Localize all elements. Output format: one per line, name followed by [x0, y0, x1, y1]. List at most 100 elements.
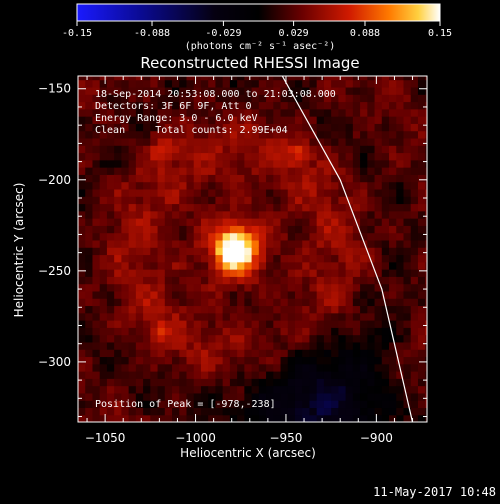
heatmap-cell [323, 400, 332, 409]
heatmap-cell [381, 276, 390, 285]
heatmap-cell [193, 116, 202, 124]
heatmap-cell [172, 392, 180, 401]
heatmap-cell [266, 341, 274, 350]
heatmap-cell [331, 414, 339, 422]
heatmap-cell [323, 414, 332, 422]
heatmap-cell [367, 210, 376, 219]
heatmap-cell [381, 76, 390, 81]
heatmap-cell [251, 167, 260, 175]
heatmap-cell [367, 196, 376, 205]
heatmap-cell [85, 130, 94, 139]
heatmap-cell [389, 188, 397, 197]
heatmap-cell [410, 232, 419, 241]
heatmap-cell [403, 341, 412, 350]
heatmap-cell [345, 349, 354, 358]
heatmap-cell [396, 327, 405, 336]
heatmap-cell [381, 137, 390, 146]
heatmap-cell [345, 312, 354, 321]
heatmap-cell [309, 298, 318, 307]
heatmap-cell [172, 400, 180, 409]
heatmap-cell [266, 276, 274, 285]
heatmap-cell [396, 298, 405, 307]
heatmap-cell [360, 341, 368, 350]
heatmap-cell [229, 349, 238, 358]
heatmap-cell [121, 363, 130, 372]
heatmap-cell [85, 247, 94, 256]
heatmap-cell [172, 232, 180, 241]
heatmap-cell [273, 232, 282, 241]
heatmap-cell [338, 290, 347, 299]
heatmap-cell [309, 334, 318, 343]
heatmap-cell [85, 334, 94, 343]
heatmap-cell [389, 152, 397, 161]
heatmap-cell [316, 232, 325, 241]
heatmap-cell [237, 269, 245, 277]
heatmap-cell [410, 363, 419, 372]
heatmap-cell [417, 276, 426, 285]
heatmap-cell [331, 101, 339, 110]
heatmap-cell [345, 290, 354, 299]
heatmap-cell [244, 356, 253, 365]
heatmap-cell [403, 407, 412, 416]
heatmap-cell [280, 261, 289, 270]
heatmap-cell [172, 247, 180, 256]
heatmap-cell [106, 392, 115, 401]
heatmap-cell [114, 385, 122, 394]
heatmap-cell [345, 385, 354, 394]
heatmap-cell [106, 188, 115, 197]
heatmap-cell [273, 152, 282, 161]
heatmap-cell [229, 79, 238, 88]
heatmap-cell [367, 276, 376, 285]
heatmap-cell [99, 159, 108, 168]
heatmap-cell [215, 210, 224, 219]
heatmap-cell [121, 94, 130, 103]
heatmap-cell [396, 371, 405, 379]
heatmap-cell [200, 108, 209, 117]
heatmap-cell [352, 392, 361, 401]
heatmap-cell [92, 254, 101, 263]
heatmap-cell [237, 181, 245, 190]
heatmap-cell [374, 232, 383, 241]
heatmap-cell [157, 130, 166, 139]
heatmap-cell [302, 101, 311, 110]
heatmap-cell [410, 400, 419, 409]
heatmap-cell [128, 181, 137, 190]
colorbar-tick-label: 0.15 [428, 28, 452, 39]
heatmap-cell [244, 181, 253, 190]
heatmap-cell [389, 239, 397, 248]
heatmap-cell [331, 218, 339, 226]
heatmap-cell [381, 159, 390, 168]
heatmap-cell [316, 276, 325, 285]
heatmap-cell [360, 145, 368, 154]
heatmap-cell [135, 334, 144, 343]
heatmap-cell [244, 210, 253, 219]
heatmap-cell [157, 320, 166, 328]
heatmap-cell [244, 349, 253, 358]
heatmap-cell [222, 145, 231, 154]
heatmap-cell [345, 79, 354, 88]
heatmap-cell [367, 290, 376, 299]
heatmap-cell [237, 261, 245, 270]
heatmap-cell [237, 378, 245, 387]
heatmap-cell [302, 145, 311, 154]
heatmap-cell [186, 407, 195, 416]
heatmap-cell [266, 203, 274, 212]
heatmap-cell [179, 218, 188, 226]
heatmap-cell [85, 86, 94, 95]
heatmap-cell [106, 86, 115, 95]
heatmap-cell [99, 101, 108, 110]
heatmap-cell [338, 79, 347, 88]
heatmap-cell [345, 356, 354, 365]
heatmap-cell [360, 407, 368, 416]
heatmap-cell [294, 320, 303, 328]
heatmap-cell [403, 385, 412, 394]
heatmap-cell [114, 196, 122, 205]
heatmap-cell [172, 269, 180, 277]
heatmap-cell [143, 385, 151, 394]
heatmap-cell [135, 247, 144, 256]
heatmap-cell [417, 371, 426, 379]
heatmap-cell [410, 196, 419, 205]
heatmap-cell [244, 341, 253, 350]
heatmap-cell [410, 378, 419, 387]
heatmap-cell [338, 407, 347, 416]
